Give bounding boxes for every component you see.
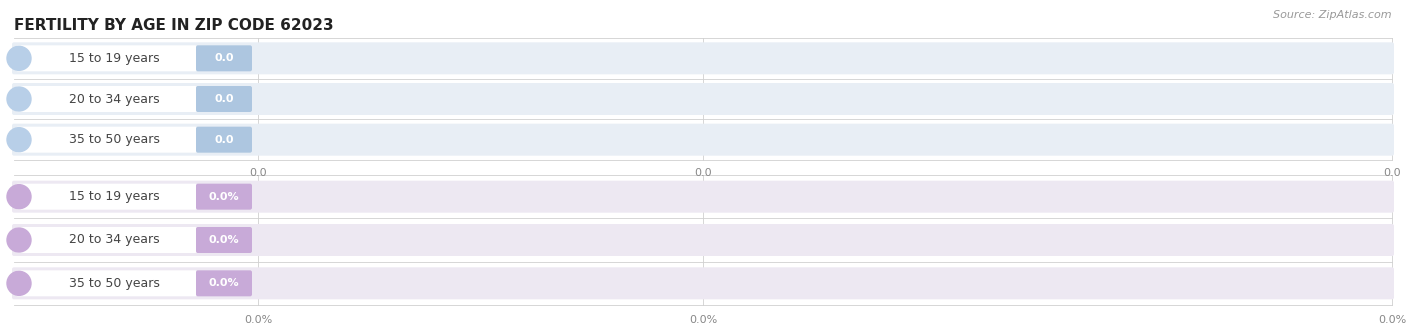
Text: 20 to 34 years: 20 to 34 years xyxy=(69,92,160,106)
Text: Source: ZipAtlas.com: Source: ZipAtlas.com xyxy=(1274,10,1392,20)
Text: 0.0: 0.0 xyxy=(214,53,233,63)
Circle shape xyxy=(7,128,31,152)
Text: 0.0%: 0.0% xyxy=(243,315,273,325)
Text: 0.0%: 0.0% xyxy=(208,192,239,202)
Circle shape xyxy=(7,271,31,295)
Text: 0.0: 0.0 xyxy=(695,168,711,178)
FancyBboxPatch shape xyxy=(13,83,1393,115)
FancyBboxPatch shape xyxy=(15,86,197,112)
Text: 15 to 19 years: 15 to 19 years xyxy=(69,190,160,203)
Circle shape xyxy=(7,228,31,252)
Text: 0.0: 0.0 xyxy=(249,168,267,178)
FancyBboxPatch shape xyxy=(195,127,252,153)
Circle shape xyxy=(7,185,31,209)
Text: FERTILITY BY AGE IN ZIP CODE 62023: FERTILITY BY AGE IN ZIP CODE 62023 xyxy=(14,18,333,33)
Text: 15 to 19 years: 15 to 19 years xyxy=(69,52,160,65)
FancyBboxPatch shape xyxy=(195,86,252,112)
Text: 0.0: 0.0 xyxy=(214,94,233,104)
FancyBboxPatch shape xyxy=(15,227,197,253)
Text: 0.0%: 0.0% xyxy=(689,315,717,325)
Circle shape xyxy=(7,46,31,70)
Circle shape xyxy=(7,87,31,111)
FancyBboxPatch shape xyxy=(195,270,252,296)
FancyBboxPatch shape xyxy=(13,42,1393,74)
FancyBboxPatch shape xyxy=(13,181,1393,213)
Text: 20 to 34 years: 20 to 34 years xyxy=(69,234,160,247)
FancyBboxPatch shape xyxy=(195,184,252,210)
FancyBboxPatch shape xyxy=(15,184,197,210)
Text: 0.0: 0.0 xyxy=(214,135,233,145)
FancyBboxPatch shape xyxy=(195,227,252,253)
FancyBboxPatch shape xyxy=(15,127,197,153)
Text: 0.0%: 0.0% xyxy=(208,278,239,288)
Text: 0.0%: 0.0% xyxy=(208,235,239,245)
Text: 35 to 50 years: 35 to 50 years xyxy=(69,277,160,290)
FancyBboxPatch shape xyxy=(15,45,197,71)
Text: 0.0%: 0.0% xyxy=(1378,315,1406,325)
Text: 35 to 50 years: 35 to 50 years xyxy=(69,133,160,146)
Text: 0.0: 0.0 xyxy=(1384,168,1400,178)
FancyBboxPatch shape xyxy=(13,267,1393,299)
FancyBboxPatch shape xyxy=(13,224,1393,256)
FancyBboxPatch shape xyxy=(13,124,1393,156)
FancyBboxPatch shape xyxy=(195,45,252,71)
FancyBboxPatch shape xyxy=(15,270,197,296)
